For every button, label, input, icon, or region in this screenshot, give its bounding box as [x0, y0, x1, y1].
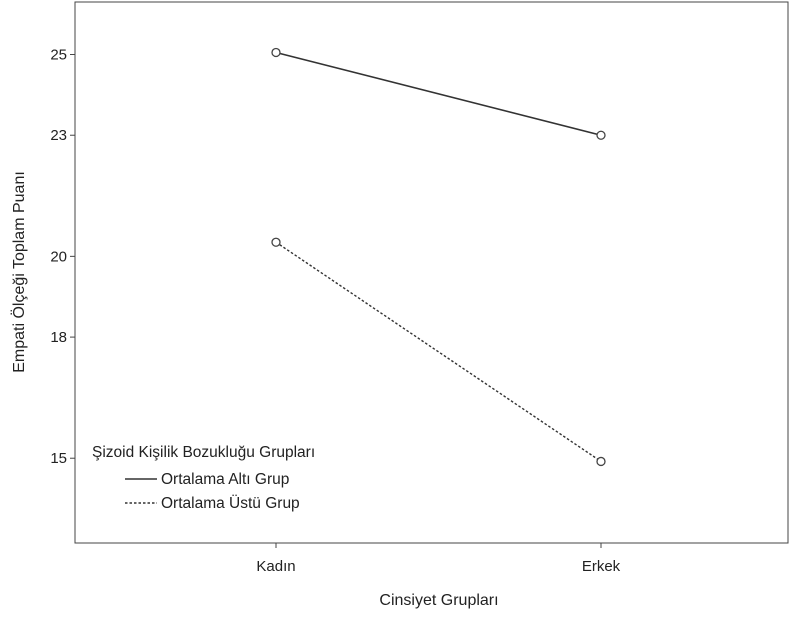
data-point-marker: [596, 130, 606, 140]
y-tick-label: 20: [50, 248, 67, 265]
series-layer: [271, 47, 606, 467]
x-tick-label: Erkek: [582, 558, 621, 575]
x-tick-label: Kadın: [256, 558, 295, 575]
y-tick-label: 15: [50, 450, 67, 467]
x-axis-title: Cinsiyet Grupları: [379, 592, 498, 609]
data-point-marker: [271, 237, 281, 247]
y-tick-label: 18: [50, 329, 67, 346]
data-point-marker: [596, 456, 606, 467]
series-line-1: [275, 51, 602, 137]
legend-label-2: Ortalama Üstü Grup: [161, 494, 300, 512]
y-axis-title: Empati Ölçeği Toplam Puanı: [10, 171, 28, 373]
series-line-2: [275, 241, 602, 463]
y-axis: 15 18 20 23 25: [50, 46, 75, 467]
plot-area: [74, 1, 789, 544]
x-axis: Kadın Erkek: [256, 543, 621, 575]
y-tick-label: 25: [50, 46, 67, 63]
legend: Şizoid Kişilik Bozukluğu Grupları Ortala…: [92, 444, 315, 512]
legend-title: Şizoid Kişilik Bozukluğu Grupları: [92, 444, 315, 461]
data-point-marker: [271, 47, 281, 58]
legend-label-1: Ortalama Altı Grup: [161, 471, 289, 488]
y-tick-label: 23: [50, 127, 67, 144]
